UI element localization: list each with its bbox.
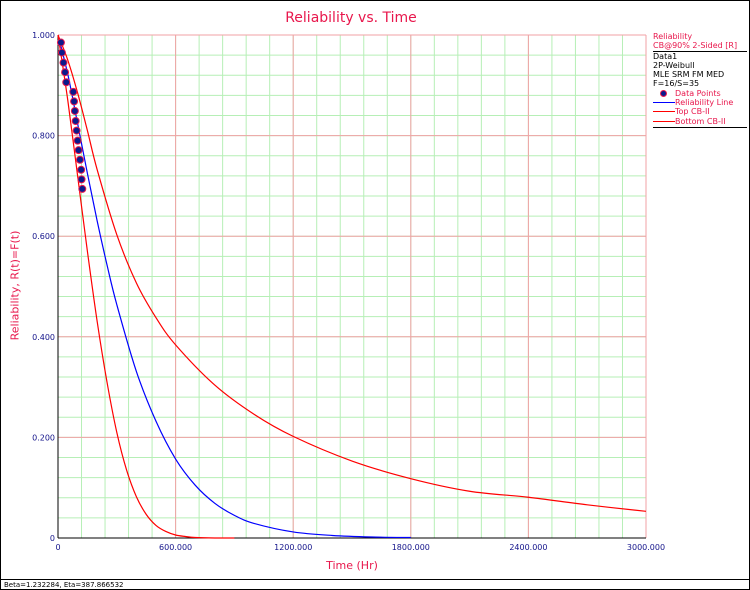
chart-title: Reliability vs. Time <box>285 10 417 26</box>
x-tick-label: 1800.000 <box>392 543 430 552</box>
data-point <box>71 117 80 126</box>
legend-model: 2P-Weibull <box>653 60 695 70</box>
legend-item-bottom-cb: Bottom CB-II <box>653 117 747 126</box>
data-point <box>74 146 83 155</box>
status-bar: Beta=1.232284, Eta=387.866532 <box>1 579 749 589</box>
x-axis-label: Time (Hr) <box>326 559 378 572</box>
x-tick-label: 0 <box>55 543 60 552</box>
y-tick-label: 0.800 <box>32 132 55 141</box>
legend-counts: F=16/S=35 <box>653 79 700 89</box>
legend-cb-label: CB@90% 2-Sided [R] <box>653 41 747 52</box>
red-line-swatch-icon <box>653 107 675 116</box>
x-tick-label: 1200.000 <box>274 543 312 552</box>
legend-item-reliability-line: Reliability Line <box>653 98 747 107</box>
data-point <box>75 155 84 164</box>
y-tick-label: 0.400 <box>32 333 55 342</box>
legend-item-label: Reliability Line <box>675 98 734 108</box>
y-tick-label: 0.200 <box>32 433 55 442</box>
legend: Reliability CB@90% 2-Sided [R] Data1 2P-… <box>653 32 747 130</box>
legend-item-data-points: Data Points <box>653 89 747 98</box>
data-point <box>62 78 71 87</box>
data-point <box>70 97 79 106</box>
data-point <box>69 87 78 96</box>
data-point-marker-icon <box>653 89 675 98</box>
y-tick-label: 0 <box>50 534 55 543</box>
data-point <box>61 68 70 77</box>
plot-area: 0 600.000 1200.000 1800.000 2400.000 3000.000… <box>32 31 665 552</box>
data-point <box>57 48 66 57</box>
legend-item-label: Top CB-II <box>675 107 710 117</box>
legend-header: Reliability <box>653 32 693 41</box>
blue-line-swatch-icon <box>653 98 675 107</box>
x-tick-label: 2400.000 <box>509 543 547 552</box>
legend-item-label: Data Points <box>675 88 721 98</box>
data-point <box>73 136 82 145</box>
red-line-swatch-icon <box>653 117 675 126</box>
legend-item-label: Bottom CB-II <box>675 116 726 126</box>
x-tick-label: 3000.000 <box>627 543 665 552</box>
data-point <box>70 106 79 115</box>
data-point <box>56 38 65 47</box>
y-tick-label: 0.600 <box>32 232 55 241</box>
series-line-reliability-line <box>57 34 411 539</box>
y-tick-label: 1.000 <box>32 31 55 40</box>
data-point <box>77 165 86 174</box>
data-point <box>72 126 81 135</box>
plot-background <box>58 35 646 538</box>
legend-divider <box>653 126 747 128</box>
legend-method: MLE SRM FM MED <box>653 70 725 80</box>
data-point <box>77 175 86 184</box>
series-line-top-cb-ii <box>57 34 647 512</box>
series-line-bottom-cb-ii <box>57 34 235 539</box>
data-point <box>78 184 87 193</box>
legend-item-top-cb: Top CB-II <box>653 107 747 116</box>
x-tick-label: 600.000 <box>159 543 192 552</box>
data-point <box>59 58 68 67</box>
legend-dataset: Data1 <box>653 51 678 61</box>
